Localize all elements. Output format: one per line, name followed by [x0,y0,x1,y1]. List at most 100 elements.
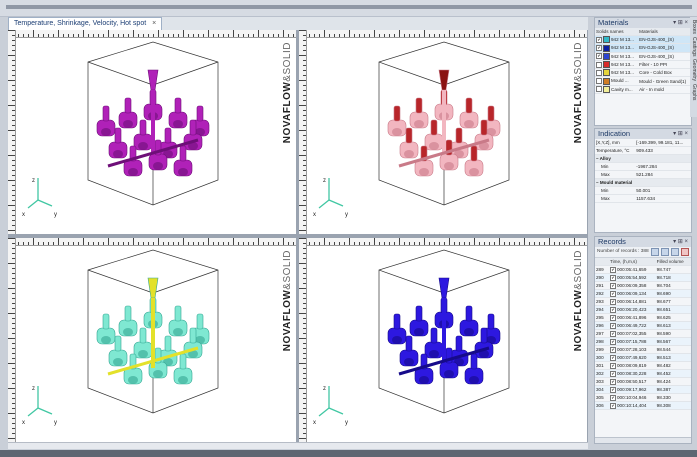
checkbox[interactable]: ✔ [610,378,616,385]
records-scrollbar[interactable] [595,437,691,443]
color-swatch[interactable] [603,77,610,85]
side-tab[interactable]: Geometry [691,59,697,82]
viewport-top-left[interactable]: NOVAFLOW&SOLID z x y [8,30,296,234]
sort-icon[interactable] [661,248,669,256]
checkbox[interactable]: ✔ [610,306,616,313]
material-row[interactable]: Mould ... Mould - Green Sand(1) [595,76,691,86]
color-swatch[interactable] [603,52,610,60]
casting-3d-view[interactable] [299,238,587,442]
collapse-icon[interactable]: – [596,156,600,161]
record-time-cell: ✔ 000:06:09,358 [609,281,656,290]
record-row[interactable]: 304 ✔ 000:09:17,962 98.387 [595,385,691,394]
checkbox[interactable]: ✔ [610,314,616,321]
checkbox[interactable]: ✔ [610,370,616,377]
checkbox[interactable] [596,61,602,68]
checkbox[interactable]: ✔ [610,330,616,337]
mould-min-value: 50.001 [635,186,691,195]
side-tabs: Boxes Castings Geometry Graphs [690,17,697,117]
viewport-bottom-left[interactable]: NOVAFLOW&SOLID z x y [8,238,296,442]
checkbox[interactable]: ✔ [610,274,616,281]
brand-main: NOVAFLOW [282,81,293,144]
record-row[interactable]: 297 ✔ 000:07:02,355 98.590 [595,329,691,338]
viewport-bottom-right[interactable]: NOVAFLOW&SOLID z x y [299,238,587,442]
material-name-cell: Mould ... [595,76,639,86]
material-row[interactable]: ✔ 942 M 13... EN-GJS-400_(S) [595,43,691,53]
record-row[interactable]: 298 ✔ 000:07:15,788 98.567 [595,337,691,346]
record-row[interactable]: 289 ✔ 000:05:41,659 98.747 [595,265,691,274]
record-row[interactable]: 293 ✔ 000:06:14,881 98.677 [595,297,691,306]
material-row[interactable]: 942 M 13... Core - Cold Box [595,68,691,78]
record-row[interactable]: 300 ✔ 000:07:49,620 98.513 [595,353,691,362]
checkbox[interactable]: ✔ [596,45,602,52]
checkbox[interactable]: ✔ [610,290,616,297]
record-row[interactable]: 302 ✔ 000:08:30,228 98.452 [595,369,691,378]
export-icon[interactable] [671,248,679,256]
record-row[interactable]: 290 ✔ 000:05:54,592 98.718 [595,273,691,282]
clear-icon[interactable] [681,248,689,256]
checkbox[interactable]: ✔ [610,394,616,401]
record-row[interactable]: 296 ✔ 000:06:49,722 98.613 [595,321,691,330]
checkbox[interactable]: ✔ [610,362,616,369]
mould-group[interactable]: – Mould material [595,178,691,187]
casting-3d-view[interactable] [8,238,296,442]
checkbox[interactable]: ✔ [610,282,616,289]
checkbox[interactable]: ✔ [610,354,616,361]
record-time: 000:07:02,355 [617,331,647,336]
side-tab[interactable]: Castings [691,36,697,57]
panel-controls-icon[interactable]: ▾ ⊞ × [673,131,688,137]
records-table: Time, (h,m,s) Filled volume 289 ✔ 000:05:41… [595,258,691,410]
color-swatch[interactable] [603,36,610,43]
checkbox[interactable]: ✔ [610,402,616,409]
horizontal-ruler [8,238,296,246]
checkbox[interactable]: ✔ [596,53,602,60]
close-icon[interactable]: × [152,20,157,27]
tab-results[interactable]: Temperature, Shrinkage, Velocity, Hot sp… [8,17,163,30]
alloy-group[interactable]: – Alloy [595,154,691,163]
filter-icon[interactable] [651,248,659,256]
casting-3d-view[interactable] [8,30,296,234]
toolbar-divider [6,5,692,9]
document-tabstrip: Temperature, Shrinkage, Velocity, Hot sp… [8,17,588,30]
record-row[interactable]: 295 ✔ 000:06:41,896 98.625 [595,313,691,322]
records-count: Number of records : 388 [597,249,649,254]
material-row[interactable]: ✔ 942 M 13... EN-GJS-400_(S) [595,35,691,45]
record-row[interactable]: 294 ✔ 000:06:20,423 98.651 [595,305,691,314]
record-row[interactable]: 306 ✔ 000:10:14,404 98.308 [595,401,691,410]
checkbox[interactable]: ✔ [610,386,616,393]
viewport-top-right[interactable]: NOVAFLOW&SOLID z x y [299,30,587,234]
record-row[interactable]: 291 ✔ 000:06:09,358 98.704 [595,281,691,290]
collapse-icon[interactable]: – [596,180,600,185]
checkbox[interactable]: ✔ [610,338,616,345]
panel-controls-icon[interactable]: ▾ ⊞ × [673,20,688,26]
record-row[interactable]: 301 ✔ 000:08:09,819 98.482 [595,361,691,370]
max-label: Max [595,170,636,179]
checkbox[interactable]: ✔ [610,322,616,329]
color-swatch[interactable] [603,61,610,68]
record-volume: 98.387 [655,385,691,394]
side-tab[interactable]: Boxes [691,20,697,34]
material-row[interactable]: 942 M 13... Filter - 10 PPI [595,60,691,70]
material-row[interactable]: ✔ 942 M 13... EN-GJS-400_(S) [595,52,691,61]
side-tab[interactable]: Graphs [691,84,697,101]
record-row[interactable]: 299 ✔ 000:07:28,103 98.544 [595,345,691,354]
horizontal-scrollbar[interactable] [8,442,588,449]
record-row[interactable]: 292 ✔ 000:06:09,134 98.690 [595,289,691,298]
record-row[interactable]: 303 ✔ 000:08:50,517 98.424 [595,377,691,386]
material-row[interactable]: Cavity m... Air - In mold [595,85,691,94]
color-swatch[interactable] [603,85,610,93]
checkbox[interactable]: ✔ [596,36,602,43]
color-swatch[interactable] [603,69,610,76]
checkbox[interactable] [596,78,602,85]
record-row[interactable]: 305 ✔ 000:10:04,946 98.330 [595,393,691,402]
material-name: Air - In mold [638,85,691,94]
panel-controls-icon[interactable]: ▾ ⊞ × [673,239,688,245]
tab-title: Temperature, Shrinkage, Velocity, Hot sp… [14,20,147,27]
color-swatch[interactable] [603,44,610,52]
record-index: 290 [595,273,609,282]
casting-3d-view[interactable] [299,30,587,234]
checkbox[interactable]: ✔ [610,266,616,273]
checkbox[interactable]: ✔ [610,298,616,305]
checkbox[interactable]: ✔ [610,346,616,353]
checkbox[interactable] [596,69,602,76]
checkbox[interactable] [596,86,602,93]
